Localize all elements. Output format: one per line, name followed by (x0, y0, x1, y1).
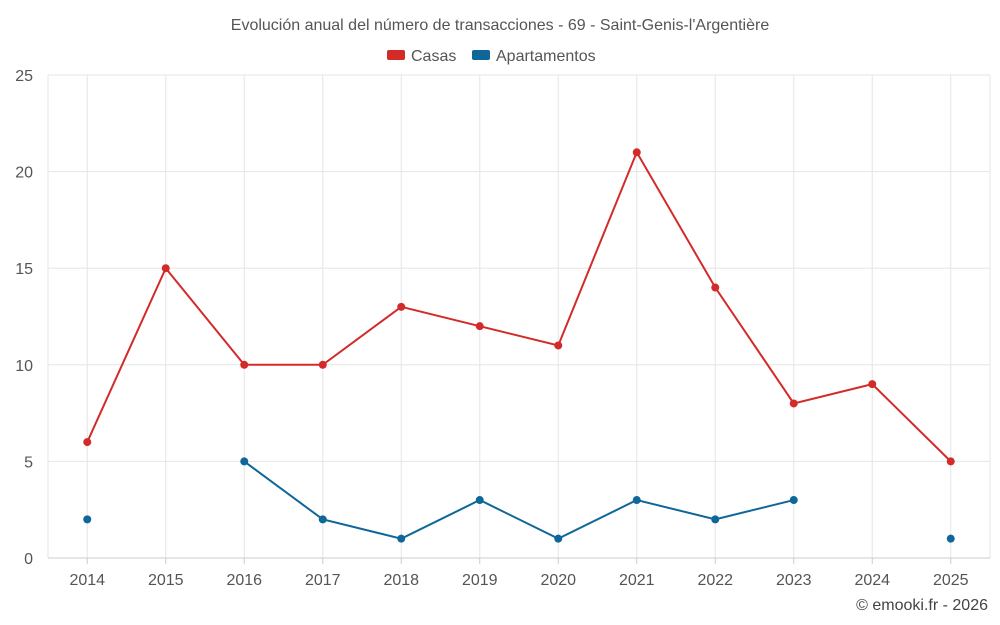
gridlines (47, 74, 991, 559)
x-axis-ticks: 2014 2015 2016 2017 2018 2019 2020 2021 2022 2023… (69, 558, 969, 589)
data-point-casas[interactable] (946, 457, 955, 466)
data-point-casas[interactable] (632, 148, 641, 157)
data-point-casas[interactable] (554, 341, 563, 350)
data-point-casas[interactable] (240, 360, 249, 369)
data-point-casas[interactable] (318, 360, 327, 369)
data-point-apartamentos[interactable] (632, 496, 641, 505)
series-line-apartamentos (243, 460, 794, 540)
x-tick-label: 2023 (776, 572, 812, 589)
x-tick-label: 2024 (854, 572, 890, 589)
data-point-casas[interactable] (397, 302, 406, 311)
x-tick-label: 2017 (305, 572, 341, 589)
legend-swatch-apartamentos (472, 50, 490, 60)
legend-item-casas[interactable]: Casas (387, 48, 456, 65)
y-axis-ticks: 0 5 10 15 20 25 (15, 68, 33, 568)
x-tick-label: 2015 (148, 572, 184, 589)
legend-item-apartamentos[interactable]: Apartamentos (472, 48, 596, 65)
y-tick-label: 10 (15, 358, 33, 375)
legend: Casas Apartamentos (387, 48, 596, 65)
x-tick-label: 2022 (697, 572, 733, 589)
y-tick-label: 25 (15, 68, 33, 85)
data-point-apartamentos[interactable] (475, 496, 484, 505)
data-point-apartamentos[interactable] (554, 534, 563, 543)
data-point-casas[interactable] (475, 322, 484, 331)
data-point-apartamentos[interactable] (789, 496, 798, 505)
x-tick-label: 2014 (69, 572, 105, 589)
y-tick-label: 0 (24, 551, 33, 568)
x-tick-label: 2021 (619, 572, 655, 589)
x-tick-label: 2016 (226, 572, 262, 589)
data-point-apartamentos[interactable] (397, 534, 406, 543)
legend-swatch-casas (387, 50, 405, 60)
x-tick-label: 2019 (462, 572, 498, 589)
data-point-casas[interactable] (868, 380, 877, 389)
credit-text: © emooki.fr - 2026 (856, 597, 988, 614)
y-tick-label: 5 (24, 454, 33, 471)
data-point-casas[interactable] (789, 399, 798, 408)
y-tick-label: 20 (15, 165, 33, 182)
data-point-casas[interactable] (83, 438, 92, 447)
x-tick-label: 2020 (540, 572, 576, 589)
chart-title: Evolución anual del número de transaccio… (231, 17, 770, 34)
data-point-apartamentos[interactable] (240, 457, 249, 466)
data-point-apartamentos[interactable] (83, 515, 92, 524)
series-apartamentos (83, 457, 955, 543)
data-point-apartamentos[interactable] (711, 515, 720, 524)
series-layer (83, 148, 955, 543)
x-tick-label: 2018 (383, 572, 419, 589)
legend-label-casas: Casas (411, 48, 456, 65)
data-point-apartamentos[interactable] (318, 515, 327, 524)
x-tick-label: 2025 (933, 572, 969, 589)
y-tick-label: 15 (15, 261, 33, 278)
data-point-casas[interactable] (161, 264, 170, 273)
series-casas (83, 148, 955, 466)
legend-label-apartamentos: Apartamentos (496, 48, 596, 65)
data-point-apartamentos[interactable] (946, 534, 955, 543)
data-point-casas[interactable] (711, 283, 720, 292)
series-line-casas (86, 150, 952, 463)
